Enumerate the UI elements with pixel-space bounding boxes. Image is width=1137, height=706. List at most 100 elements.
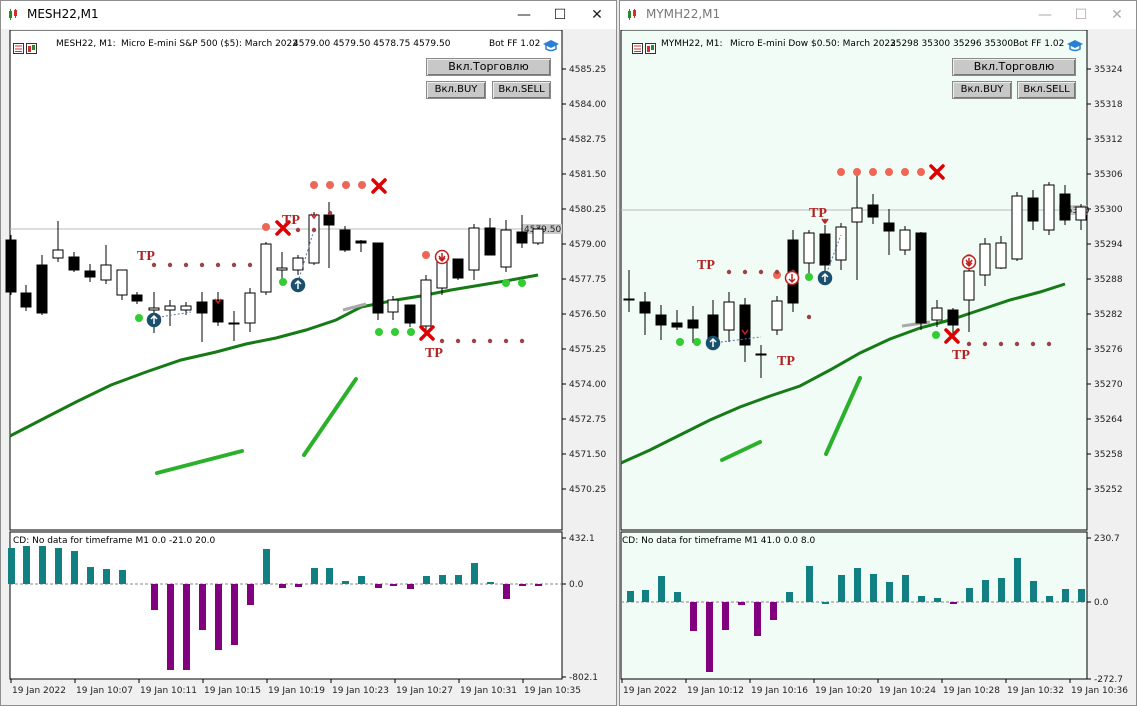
price-axis-label: 4572.75 bbox=[569, 415, 606, 425]
enable-buy-button[interactable]: Вкл.BUY bbox=[952, 81, 1012, 99]
histogram-bar bbox=[934, 598, 941, 602]
candle-body bbox=[387, 299, 399, 313]
time-axis-label: 19 Jan 10:23 bbox=[332, 686, 389, 696]
enable-trading-button[interactable]: Вкл.Торговлю bbox=[952, 58, 1076, 76]
histogram-bar bbox=[754, 602, 761, 636]
tp-level-dot bbox=[231, 262, 237, 268]
close-button[interactable]: ✕ bbox=[1111, 7, 1123, 23]
entry-level-dot bbox=[901, 168, 909, 176]
window-title: MYMH22,M1 bbox=[646, 7, 721, 21]
histogram-bar bbox=[231, 584, 238, 645]
price-axis-label: 35312 bbox=[1094, 135, 1123, 145]
histogram-bar bbox=[8, 548, 15, 584]
candle-body bbox=[372, 242, 384, 314]
candle-body bbox=[755, 353, 767, 356]
candle-body bbox=[52, 249, 64, 259]
candle-body bbox=[5, 239, 17, 293]
indicator-axis-label: -272.7 bbox=[1094, 675, 1123, 685]
price-axis-label: 4584.00 bbox=[569, 100, 606, 110]
histogram-bar bbox=[295, 584, 302, 587]
enable-buy-button[interactable]: Вкл.BUY bbox=[426, 81, 486, 99]
minimize-button[interactable]: — bbox=[1038, 7, 1052, 23]
window-titlebar[interactable]: MESH22,M1 — ☐ ✕ bbox=[1, 1, 616, 29]
histogram-bar bbox=[966, 588, 973, 602]
histogram-bar bbox=[279, 584, 286, 588]
indicator-axis-label: 0.0 bbox=[569, 580, 584, 590]
histogram-bar bbox=[1014, 558, 1021, 602]
candle-body bbox=[84, 270, 96, 278]
price-axis-label: 4581.50 bbox=[569, 170, 606, 180]
price-axis-label: 35276 bbox=[1094, 345, 1123, 355]
histogram-bar bbox=[151, 584, 158, 610]
histogram-bar bbox=[71, 551, 78, 584]
candle-body bbox=[655, 314, 667, 326]
arrow-up-icon bbox=[150, 314, 158, 324]
candle-body bbox=[20, 292, 32, 308]
chart-window-mymh[interactable]: MYMH22,M1 — ☐ ✕ 35324 35318 35312 35306 3530… bbox=[619, 0, 1137, 706]
maximize-button[interactable]: ☐ bbox=[1074, 7, 1088, 23]
tp-label: TP bbox=[952, 348, 970, 363]
price-chart[interactable]: 35324 35318 35312 35306 35300 35294 35288 35282… bbox=[620, 30, 1137, 706]
price-axis-label: 4571.50 bbox=[569, 450, 606, 460]
tp-level-dot bbox=[758, 269, 764, 275]
price-panel bbox=[620, 30, 1088, 531]
candle-body bbox=[148, 307, 160, 311]
candle-body bbox=[164, 305, 176, 311]
price-axis-label: 4570.25 bbox=[569, 485, 606, 495]
tp-level-dot bbox=[151, 262, 157, 268]
candle-body bbox=[739, 304, 751, 346]
price-axis-label: 4576.50 bbox=[569, 310, 606, 320]
histogram-bar bbox=[167, 584, 174, 670]
entry-level-dot bbox=[917, 168, 925, 176]
time-axis-label: 19 Jan 10:28 bbox=[943, 686, 1000, 696]
time-axis-label: 19 Jan 10:19 bbox=[268, 686, 325, 696]
histogram-bar bbox=[439, 575, 446, 584]
price-axis-label: 35264 bbox=[1094, 415, 1123, 425]
tp-level-dot bbox=[966, 341, 972, 347]
candle-body bbox=[915, 232, 927, 324]
tp-level-dot bbox=[295, 227, 301, 233]
histogram-bar bbox=[519, 584, 526, 586]
tp-level-dot bbox=[742, 269, 748, 275]
histogram-bar bbox=[674, 592, 681, 602]
tp-level-dot bbox=[327, 210, 333, 216]
minimize-button[interactable]: — bbox=[517, 7, 531, 23]
candle-body bbox=[452, 258, 464, 279]
candle-body bbox=[180, 305, 192, 311]
price-chart[interactable]: 4585.25 4584.00 4582.75 4581.50 4580.25 4579.… bbox=[1, 30, 617, 706]
candle-body bbox=[819, 233, 831, 266]
candle-body bbox=[532, 228, 544, 244]
candle-body bbox=[1059, 193, 1071, 221]
chart-symbol: MESH22, M1: bbox=[56, 39, 116, 49]
price-axis-label: 35318 bbox=[1094, 100, 1123, 110]
window-titlebar[interactable]: MYMH22,M1 — ☐ ✕ bbox=[620, 1, 1136, 29]
sell-arrow-icon bbox=[821, 218, 829, 225]
graduation-cap-icon bbox=[543, 37, 559, 56]
time-axis-label: 19 Jan 10:35 bbox=[524, 686, 581, 696]
enable-trading-button[interactable]: Вкл.Торговлю bbox=[426, 58, 551, 76]
histogram-bar bbox=[706, 602, 713, 672]
chart-window-icon bbox=[9, 9, 17, 20]
candle-body bbox=[1075, 206, 1087, 221]
histogram-bar bbox=[471, 563, 478, 584]
histogram-bar bbox=[199, 584, 206, 630]
tp-level-dot bbox=[167, 262, 173, 268]
sell-arrow-icon bbox=[965, 259, 973, 266]
enable-sell-button[interactable]: Вкл.SELL bbox=[492, 81, 551, 99]
histogram-bar bbox=[263, 549, 270, 584]
histogram-bar bbox=[1078, 589, 1085, 602]
candle-body bbox=[931, 307, 943, 321]
price-axis-label: 4577.75 bbox=[569, 275, 606, 285]
tp-level-dot bbox=[455, 338, 461, 344]
enable-sell-button[interactable]: Вкл.SELL bbox=[1017, 81, 1076, 99]
indicator-axis-label: 230.7 bbox=[1094, 534, 1120, 544]
maximize-button[interactable]: ☐ bbox=[553, 7, 567, 23]
chart-description: Micro E-mini Dow $0.50: March 2022 bbox=[730, 39, 896, 49]
chart-window-mesh[interactable]: MESH22,M1 — ☐ ✕ 4585.25 4584.00 4582.75 458… bbox=[0, 0, 617, 706]
price-axis-label: 35306 bbox=[1094, 170, 1123, 180]
histogram-bar bbox=[786, 592, 793, 602]
arrow-up-icon bbox=[294, 279, 302, 289]
close-button[interactable]: ✕ bbox=[591, 7, 603, 23]
tp-level-dot bbox=[1046, 341, 1052, 347]
sell-arrow-icon bbox=[214, 298, 222, 305]
